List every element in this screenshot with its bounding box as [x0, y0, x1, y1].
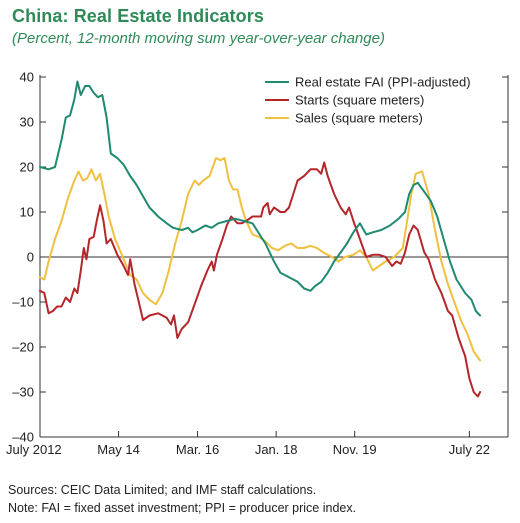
legend-label: Real estate FAI (PPI-adjusted) [295, 75, 471, 90]
y-tick-label: –10 [12, 295, 34, 310]
x-tick-label: Mar. 16 [176, 442, 219, 457]
y-tick-label: –40 [12, 430, 34, 445]
legend: Real estate FAI (PPI-adjusted) Starts (sq… [265, 75, 471, 126]
y-tick-label: –20 [12, 340, 34, 355]
chart-subtitle: (Percent, 12-month moving sum year-over-… [12, 30, 385, 47]
y-tick-label: 30 [20, 115, 34, 130]
series-line-real-estate-fai-ppi-adjusted [39, 80, 482, 317]
x-tick-label: July 2012 [6, 442, 62, 457]
y-tick-label: 20 [20, 160, 34, 175]
series-layer [39, 80, 482, 398]
y-tick-label: 40 [20, 70, 34, 85]
legend-label: Starts (square meters) [295, 93, 424, 108]
x-tick-label: Nov. 19 [333, 442, 377, 457]
legend-label: Sales (square meters) [295, 111, 423, 126]
abbreviation-note: Note: FAI = fixed asset investment; PPI … [8, 501, 357, 515]
y-tick-label: 0 [27, 250, 34, 265]
series-line-sales-square-meters [39, 157, 482, 362]
chart-title: China: Real Estate Indicators [12, 6, 264, 26]
x-tick-label: July 22 [449, 442, 490, 457]
sources-note: Sources: CEIC Data Limited; and IMF staf… [8, 483, 317, 497]
x-tick-label: May 14 [97, 442, 140, 457]
series-line-starts-square-meters [39, 161, 482, 398]
x-tick-label: Jan. 18 [255, 442, 298, 457]
y-tick-label: 10 [20, 205, 34, 220]
y-tick-label: –30 [12, 385, 34, 400]
